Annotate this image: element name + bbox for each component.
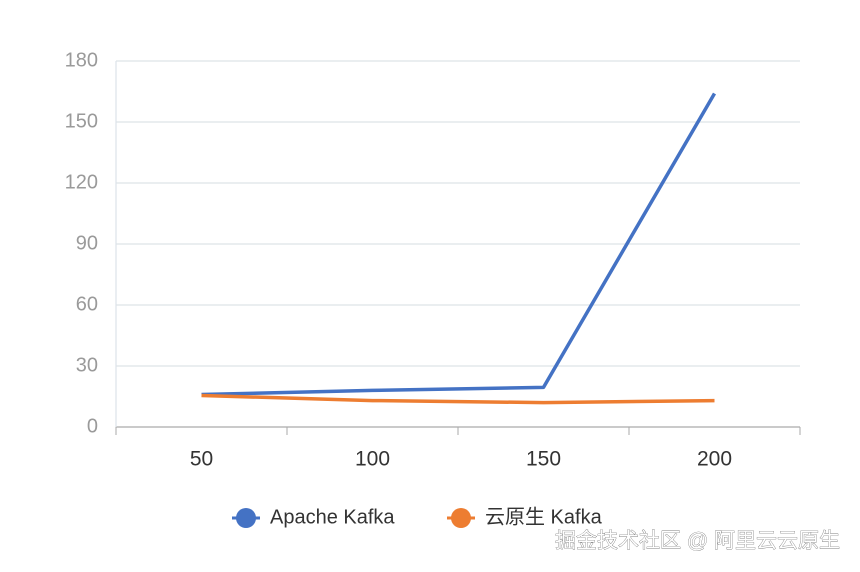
x-tick-label: 50 (190, 448, 213, 471)
legend-label: 云原生 Kafka (485, 505, 603, 528)
legend-marker (451, 508, 471, 528)
y-tick-label: 180 (65, 49, 98, 71)
legend-label: Apache Kafka (270, 506, 395, 528)
series-line (201, 393, 715, 405)
watermark: 掘金技术社区 @ 阿里云云原生 (555, 530, 840, 553)
legend-marker (236, 508, 256, 528)
y-tick-label: 30 (76, 354, 98, 376)
x-tick-label: 100 (355, 448, 390, 471)
y-tick-label: 0 (87, 415, 98, 437)
x-tick-label: 200 (697, 448, 732, 471)
series-line (201, 92, 717, 397)
y-tick-label: 150 (65, 110, 98, 132)
x-tick-label: 150 (526, 448, 561, 471)
y-tick-label: 60 (76, 293, 98, 315)
y-tick-label: 120 (65, 171, 98, 193)
y-tick-label: 90 (76, 232, 98, 254)
